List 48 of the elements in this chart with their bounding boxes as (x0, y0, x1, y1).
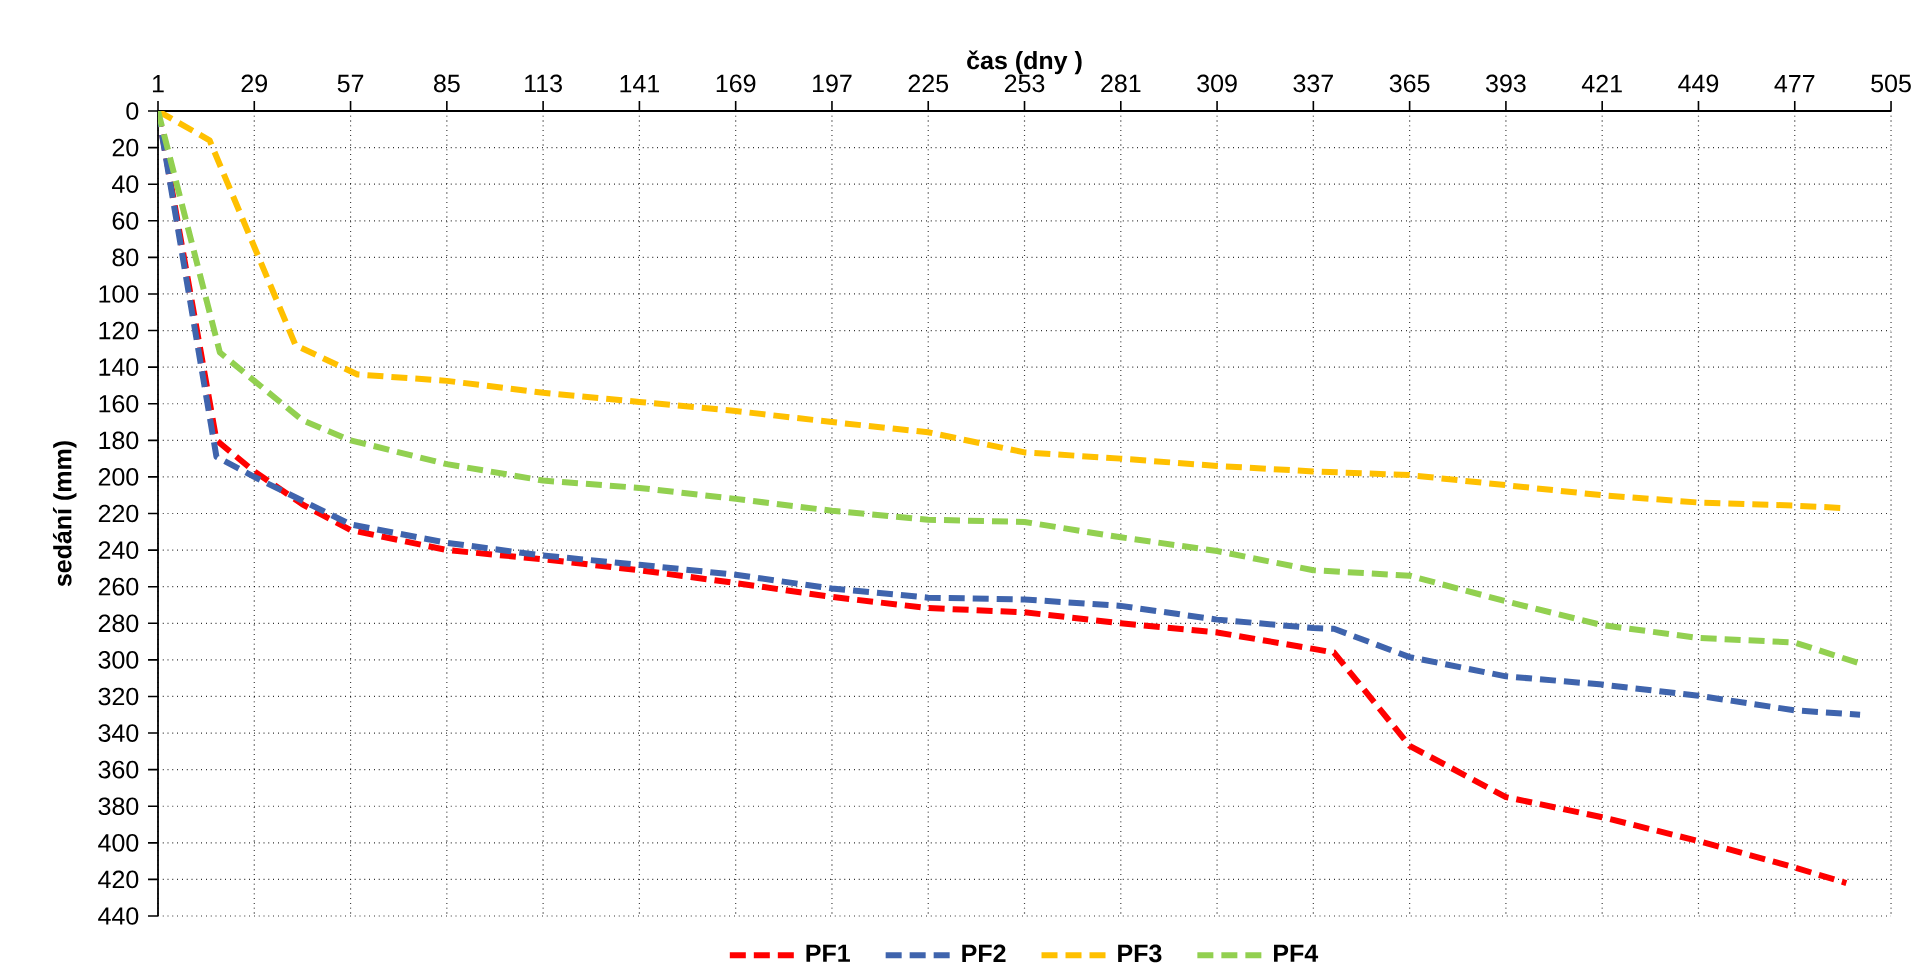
y-tick-label: 140 (99, 358, 139, 376)
x-tick-label: 421 (1581, 74, 1622, 93)
y-tick-label: 80 (112, 248, 139, 267)
y-tick-label: 440 (98, 907, 139, 925)
x-tick-label: 393 (1486, 74, 1526, 93)
y-tick-label: 100 (99, 285, 139, 303)
x-tick-label: 29 (241, 74, 268, 93)
y-tick-label: 60 (112, 211, 139, 230)
y-tick-label: 340 (98, 724, 139, 742)
y-tick-label: 400 (98, 834, 139, 852)
y-tick-label: 0 (126, 102, 139, 120)
y-tick-label: 120 (99, 321, 139, 340)
x-tick-label: 225 (908, 74, 949, 93)
x-axis-title: čas (dny ) (967, 50, 1082, 75)
y-tick-label: 200 (98, 468, 139, 486)
x-tick-label: 253 (1004, 74, 1045, 93)
legend-label: PF3 (1118, 944, 1162, 963)
legend-label: PF1 (806, 944, 850, 962)
x-tick-label: 337 (1293, 74, 1333, 93)
y-axis-title: sedání (mm) (52, 441, 77, 587)
x-tick-label: 85 (434, 74, 460, 93)
x-tick-label: 1 (152, 75, 164, 93)
legend-label: PF2 (962, 944, 1006, 962)
y-tick-label: 220 (98, 504, 139, 523)
x-tick-label: 505 (1871, 74, 1911, 93)
x-tick-label: 309 (1197, 74, 1237, 93)
x-tick-label: 281 (1101, 74, 1141, 93)
y-tick-label: 320 (98, 687, 139, 706)
y-tick-label: 260 (98, 577, 139, 596)
x-tick-label: 141 (620, 75, 660, 93)
y-tick-label: 20 (112, 138, 139, 157)
x-tick-label: 197 (813, 74, 852, 93)
y-tick-label: 160 (99, 394, 139, 413)
y-tick-label: 300 (98, 651, 139, 669)
y-tick-label: 240 (98, 541, 139, 559)
y-tick-label: 40 (112, 175, 139, 194)
legend-label: PF4 (1274, 944, 1319, 962)
y-tick-label: 380 (98, 797, 139, 816)
y-tick-label: 280 (98, 614, 139, 633)
y-tick-label: 180 (99, 431, 139, 450)
y-tick-label: 360 (98, 760, 139, 779)
x-tick-label: 113 (525, 74, 562, 93)
x-tick-label: 365 (1389, 74, 1430, 93)
x-tick-label: 57 (337, 74, 364, 93)
x-tick-label: 169 (716, 74, 756, 93)
y-tick-label: 420 (98, 870, 139, 889)
x-tick-label: 477 (1774, 75, 1815, 93)
x-tick-label: 449 (1678, 74, 1719, 93)
